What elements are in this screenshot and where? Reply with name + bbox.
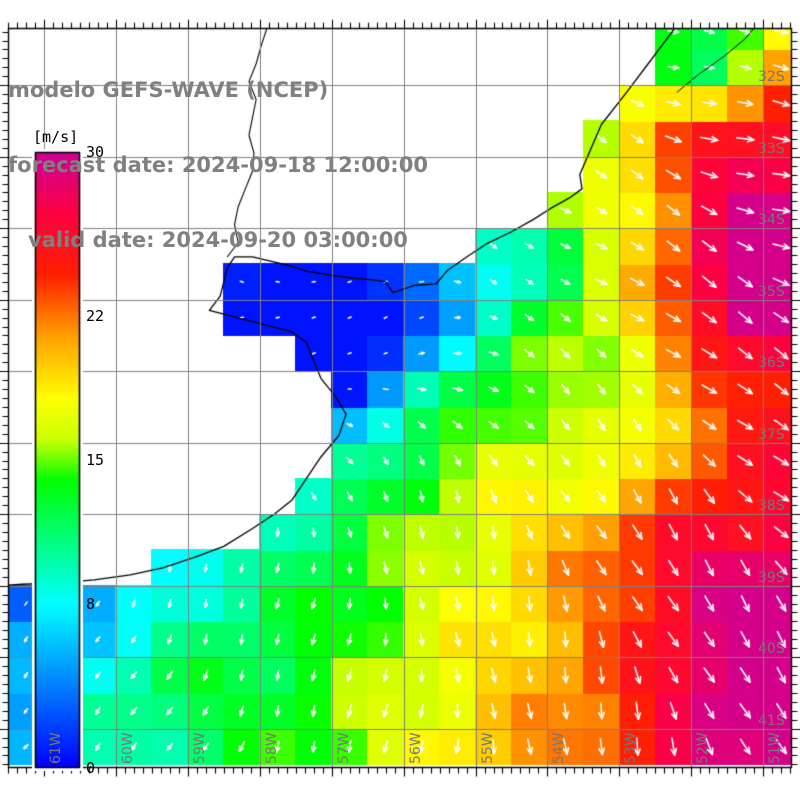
longitude-label: 51W [767,732,784,764]
model-name-line: modelo GEFS-WAVE (NCEP) [8,78,329,102]
longitude-label: 56W [407,732,424,764]
latitude-label: 34S [758,212,785,229]
longitude-label: 57W [335,732,352,764]
colorbar-tick-label: 8 [86,594,96,613]
forecast-date-line: forecast date: 2024-09-18 12:00:00 [8,153,428,177]
colorbar-units-label: [m/s] [33,128,79,146]
latitude-label: 39S [758,569,785,586]
latitude-label: 40S [758,641,785,658]
longitude-label: 55W [479,732,496,764]
longitude-label: 61W [47,732,64,764]
latitude-label: 38S [758,498,785,515]
colorbar-tick-label: 30 [86,143,105,161]
colorbar-tick-label: 15 [86,451,105,469]
longitude-label: 54W [551,732,568,764]
latitude-label: 32S [758,69,785,86]
latitude-label: 37S [758,426,785,443]
valid-date-line: valid date: 2024-09-20 03:00:00 [28,228,408,252]
longitude-label: 52W [695,732,712,764]
latitude-label: 36S [758,355,785,372]
latitude-label: 41S [758,712,785,729]
latitude-label: 35S [758,283,785,300]
map-title-block: modelo GEFS-WAVE (NCEP) forecast date: 2… [8,28,428,303]
longitude-label: 59W [191,732,208,764]
colorbar-tick-label: 0 [86,759,96,777]
longitude-label: 58W [263,732,280,764]
latitude-label: 33S [758,140,785,157]
longitude-label: 60W [119,732,136,764]
colorbar-tick-label: 22 [86,307,105,326]
longitude-label: 53W [623,732,640,764]
